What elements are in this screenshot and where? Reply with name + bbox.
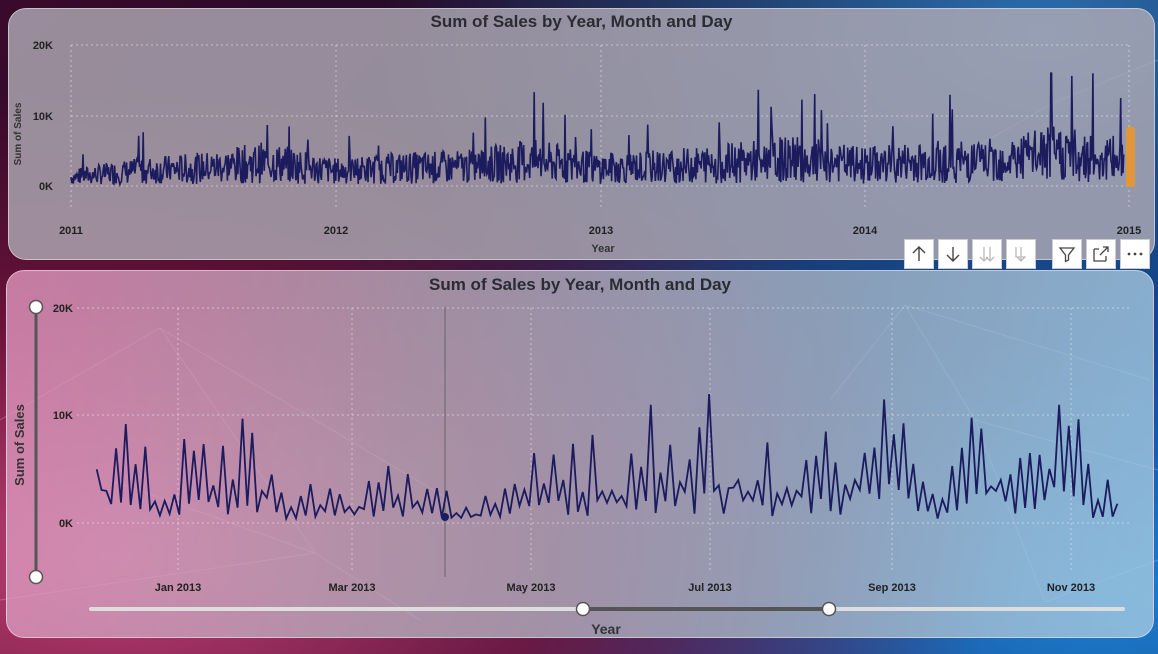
focus-mode-icon <box>1093 246 1109 262</box>
go-to-next-level-button[interactable] <box>972 239 1002 269</box>
overview-chart-card[interactable]: Sum of Sales by Year, Month and Day 20K … <box>8 8 1155 260</box>
visual-header-toolbar <box>904 239 1152 269</box>
arrow-down-icon <box>946 247 960 262</box>
y-tick-0k: 0K <box>39 181 53 193</box>
y-zoom-slider-bottom-handle[interactable] <box>28 569 44 585</box>
x-tick-2015: 2015 <box>1117 225 1141 237</box>
x-axis-title: Year <box>591 621 621 637</box>
focus-mode-button[interactable] <box>1086 239 1116 269</box>
sales-series-line <box>70 72 1125 188</box>
y-axis-title: Sum of Sales <box>13 102 24 165</box>
y-tick-20k: 20K <box>53 303 73 315</box>
x-zoom-slider-left-handle[interactable] <box>575 601 591 617</box>
y-axis-title: Sum of Sales <box>12 404 27 486</box>
y-zoom-slider-top-handle[interactable] <box>28 299 44 315</box>
selected-range-highlight <box>1126 127 1135 187</box>
detail-chart-title: Sum of Sales by Year, Month and Day <box>429 275 731 294</box>
drill-up-button[interactable] <box>904 239 934 269</box>
sales-series-line <box>95 393 1119 522</box>
arrow-up-icon <box>912 246 926 261</box>
y-tick-20k: 20K <box>33 40 53 52</box>
detail-chart-card[interactable]: Sum of Sales by Year, Month and Day 20K … <box>6 270 1154 638</box>
x-tick-2013: 2013 <box>589 225 613 237</box>
y-tick-10k: 10K <box>33 111 53 123</box>
y-tick-0k: 0K <box>59 518 73 530</box>
more-options-icon <box>1127 252 1143 256</box>
x-tick-2012: 2012 <box>324 225 348 237</box>
expand-hierarchy-icon <box>1015 247 1026 262</box>
x-tick-may-2013: May 2013 <box>507 582 556 594</box>
x-axis-title: Year <box>591 243 615 255</box>
x-tick-sep-2013: Sep 2013 <box>868 582 916 594</box>
x-tick-nov-2013: Nov 2013 <box>1047 582 1095 594</box>
x-tick-mar-2013: Mar 2013 <box>328 582 375 594</box>
more-options-button[interactable] <box>1120 239 1150 269</box>
expand-next-level-button[interactable] <box>1006 239 1036 269</box>
detail-line-chart[interactable]: 20K 10K 0K Sum of Sales Jan 2013 Mar 201… <box>7 271 1153 637</box>
overview-chart-title: Sum of Sales by Year, Month and Day <box>430 12 733 31</box>
filter-icon <box>1058 247 1076 263</box>
drill-down-button[interactable] <box>938 239 968 269</box>
x-tick-2011: 2011 <box>59 225 83 237</box>
hover-point <box>441 513 449 521</box>
y-tick-10k: 10K <box>53 410 73 422</box>
filter-button[interactable] <box>1052 239 1082 269</box>
x-zoom-slider-right-handle[interactable] <box>821 601 837 617</box>
x-tick-jan-2013: Jan 2013 <box>155 582 201 594</box>
x-tick-2014: 2014 <box>853 225 878 237</box>
x-tick-jul-2013: Jul 2013 <box>688 582 731 594</box>
double-arrow-down-icon <box>979 247 995 262</box>
overview-line-chart[interactable]: 20K 10K 0K Sum of Sales 2011 2012 2013 2… <box>9 9 1154 259</box>
